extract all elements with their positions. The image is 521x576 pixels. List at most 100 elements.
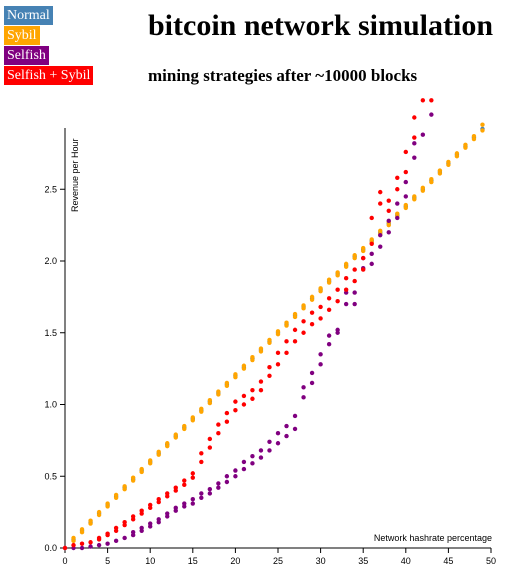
point-selfish-sybil [403, 169, 408, 175]
point-sybil [480, 122, 485, 127]
point-sybil [250, 354, 255, 360]
point-selfish-sybil [395, 187, 400, 192]
point-selfish [292, 413, 298, 419]
point-selfish-sybil [378, 201, 383, 206]
y-axis-label: Revenue per Hour [70, 138, 80, 212]
point-selfish [96, 542, 102, 548]
point-selfish-sybil [207, 436, 213, 442]
point-selfish [190, 497, 195, 502]
point-selfish-sybil [335, 298, 340, 304]
point-selfish-sybil [250, 387, 255, 393]
point-selfish [233, 468, 238, 473]
point-selfish [207, 491, 213, 496]
point-selfish-sybil [412, 135, 417, 140]
point-selfish-sybil [190, 471, 195, 476]
point-selfish [224, 479, 230, 485]
legend: Normal Sybil Selfish Selfish + Sybil [4, 6, 94, 86]
point-selfish [378, 232, 383, 238]
point-sybil [165, 441, 170, 446]
point-selfish-sybil [395, 175, 400, 180]
y-tick-label: 1.0 [44, 400, 57, 410]
point-selfish-sybil [199, 451, 204, 456]
point-selfish [378, 244, 383, 249]
point-selfish-sybil [224, 419, 230, 424]
point-selfish [386, 218, 391, 224]
point-sybil [361, 245, 366, 251]
point-selfish [275, 441, 281, 446]
x-tick-label: 0 [62, 556, 67, 566]
point-selfish [318, 362, 323, 367]
point-sybil [182, 423, 187, 429]
point-sybil [292, 311, 298, 317]
point-selfish [301, 395, 306, 400]
point-selfish-sybil [275, 362, 281, 367]
point-selfish [352, 290, 357, 295]
point-selfish [199, 495, 204, 500]
point-selfish-sybil [361, 255, 366, 261]
point-selfish-sybil [122, 519, 127, 525]
point-selfish-sybil [233, 399, 238, 404]
point-selfish [233, 474, 238, 479]
point-selfish [301, 385, 306, 390]
point-selfish-sybil [96, 535, 102, 541]
point-selfish-sybil [412, 115, 417, 120]
point-selfish-sybil [71, 542, 76, 548]
point-selfish [284, 423, 289, 429]
point-selfish [258, 448, 264, 453]
point-selfish [403, 194, 408, 199]
point-selfish [309, 380, 315, 386]
x-tick-label: 15 [188, 556, 198, 566]
point-selfish-sybil [309, 321, 315, 327]
point-selfish-sybil [309, 310, 315, 315]
point-selfish [343, 301, 349, 307]
point-selfish [309, 370, 315, 376]
point-selfish [105, 541, 110, 546]
point-selfish [224, 474, 230, 479]
point-selfish-sybil [182, 482, 187, 488]
point-selfish [139, 525, 144, 531]
point-selfish-sybil [386, 198, 391, 203]
point-selfish-sybil [190, 475, 195, 480]
point-sybil [71, 535, 76, 541]
point-selfish [148, 521, 153, 526]
y-tick-label: 2.5 [44, 184, 57, 194]
point-selfish-sybil [275, 350, 281, 356]
point-selfish-sybil [318, 304, 323, 310]
point-selfish [386, 230, 391, 235]
point-sybil [403, 202, 408, 208]
point-selfish [429, 112, 434, 117]
x-tick-label: 20 [230, 556, 240, 566]
point-sybil [224, 380, 230, 386]
legend-item-sybil: Sybil [4, 26, 40, 45]
point-selfish [250, 453, 255, 459]
point-sybil [454, 151, 460, 156]
point-selfish-sybil [182, 478, 187, 483]
point-selfish-sybil [113, 525, 119, 531]
point-selfish-sybil [199, 459, 204, 465]
x-tick-label: 25 [273, 556, 283, 566]
axes: 0 5 10 15 20 25 30 35 40 45 50 0.0 0.5 1.0 1.5 2.0 2.5 [44, 128, 496, 566]
point-sybil [429, 177, 434, 182]
point-selfish-sybil [105, 531, 110, 536]
point-selfish [216, 485, 221, 490]
x-tick-label: 45 [443, 556, 453, 566]
point-selfish-sybil [292, 327, 298, 333]
point-selfish [173, 505, 178, 511]
point-selfish-sybil [165, 491, 170, 496]
point-selfish-sybil [361, 267, 366, 272]
point-selfish [258, 455, 264, 460]
point-selfish-sybil [156, 497, 161, 502]
point-selfish-sybil [335, 287, 340, 292]
point-selfish-sybil [130, 514, 136, 519]
point-sybil [216, 389, 221, 394]
point-sybil [190, 415, 195, 420]
legend-item-selfish-sybil: Selfish + Sybil [4, 66, 94, 85]
point-selfish [130, 530, 136, 535]
point-selfish [326, 342, 332, 347]
point-selfish-sybil [386, 208, 391, 213]
point-selfish-sybil [343, 276, 349, 281]
point-sybil [378, 228, 383, 234]
x-tick-label: 50 [486, 556, 496, 566]
point-selfish [335, 327, 340, 333]
legend-item-normal: Normal [4, 6, 53, 25]
